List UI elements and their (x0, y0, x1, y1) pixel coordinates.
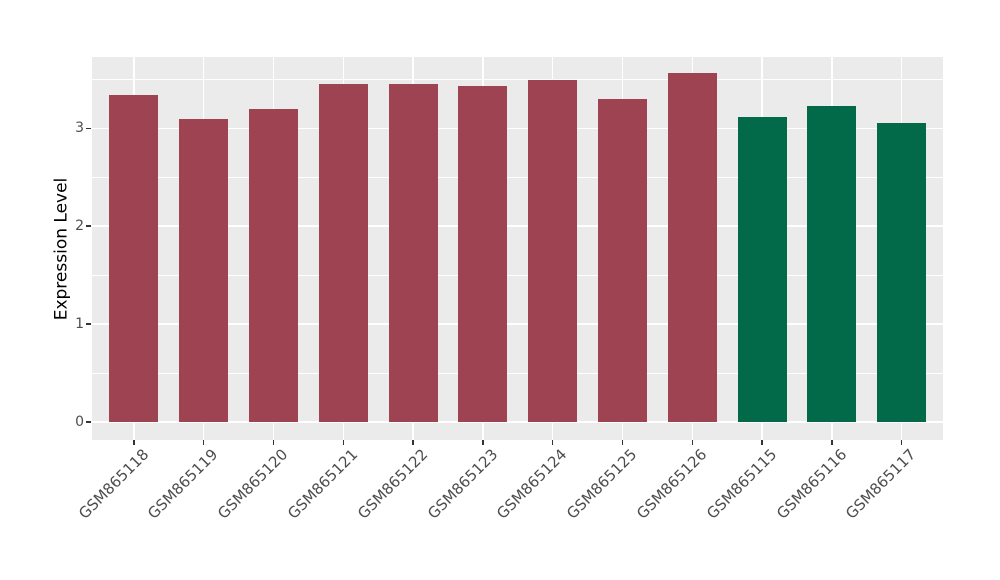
x-axis-tick-label-GSM865118: GSM865118 (74, 445, 152, 523)
bar-GSM865125 (597, 98, 647, 422)
y-axis-tick-label: 1 (75, 316, 84, 333)
bar-GSM865121 (318, 84, 368, 422)
bar-GSM865116 (807, 105, 857, 422)
gridline-horizontal-major (92, 225, 943, 227)
gridline-horizontal-minor (92, 372, 943, 374)
x-axis-tick-mark (202, 440, 205, 445)
bar-GSM865120 (248, 108, 298, 422)
x-axis-tick-label-GSM865121: GSM865121 (283, 445, 362, 523)
gridline-horizontal-minor (92, 176, 943, 178)
x-axis-tick-mark (761, 440, 763, 445)
x-axis-tick-label-GSM865124: GSM865124 (493, 445, 571, 523)
gridline-horizontal-minor (92, 78, 943, 80)
y-axis-tick-mark (86, 127, 91, 130)
bar-GSM865123 (458, 86, 508, 422)
bar-GSM865124 (528, 80, 578, 422)
gridline-horizontal-major (92, 323, 943, 325)
y-axis-tick-label: 0 (75, 414, 84, 430)
bar-GSM865118 (109, 95, 159, 422)
x-axis-tick-label-GSM865115: GSM865115 (702, 445, 781, 523)
y-axis-title: Expression Level (46, 57, 76, 440)
y-axis-tick-label: 2 (75, 218, 84, 235)
bar-GSM865117 (877, 123, 927, 422)
x-axis-tick-mark (900, 440, 903, 445)
bar-GSM865115 (737, 116, 787, 422)
plot-panel (92, 57, 943, 440)
y-axis-title-text: Expression Level (51, 177, 71, 320)
y-axis-tick-mark (86, 323, 91, 325)
x-axis-tick-label-GSM865119: GSM865119 (144, 445, 222, 523)
y-axis-tick-mark (86, 225, 91, 227)
x-axis-tick-mark (272, 440, 275, 445)
x-axis-tick-label-GSM865120: GSM865120 (214, 445, 292, 523)
x-axis-tick-label-GSM865126: GSM865126 (632, 445, 711, 523)
x-axis-tick-label-GSM865125: GSM865125 (563, 445, 641, 523)
gridline-horizontal-major (92, 421, 943, 423)
x-axis-tick-mark (482, 440, 484, 445)
x-axis-tick-label-GSM865117: GSM865117 (842, 445, 920, 523)
x-axis-tick-mark (621, 440, 624, 445)
bar-GSM865122 (388, 84, 438, 422)
x-axis-tick-mark (342, 440, 344, 445)
bar-GSM865126 (667, 73, 717, 422)
x-axis-tick-mark (133, 440, 135, 445)
x-axis-tick-label-GSM865122: GSM865122 (353, 445, 432, 523)
x-axis-tick-mark (412, 440, 414, 445)
x-axis-tick-label-GSM865123: GSM865123 (423, 445, 501, 523)
y-axis-tick-label: 3 (75, 120, 84, 137)
bar-GSM865119 (179, 118, 229, 422)
x-axis-tick-label-GSM865116: GSM865116 (772, 445, 850, 523)
x-axis-tick-mark (691, 440, 693, 445)
x-axis-tick-mark (831, 440, 833, 445)
gridline-horizontal-minor (92, 274, 943, 276)
x-axis-tick-mark (551, 440, 554, 445)
gridline-horizontal-major (92, 127, 943, 130)
y-axis-tick-mark (86, 421, 91, 423)
